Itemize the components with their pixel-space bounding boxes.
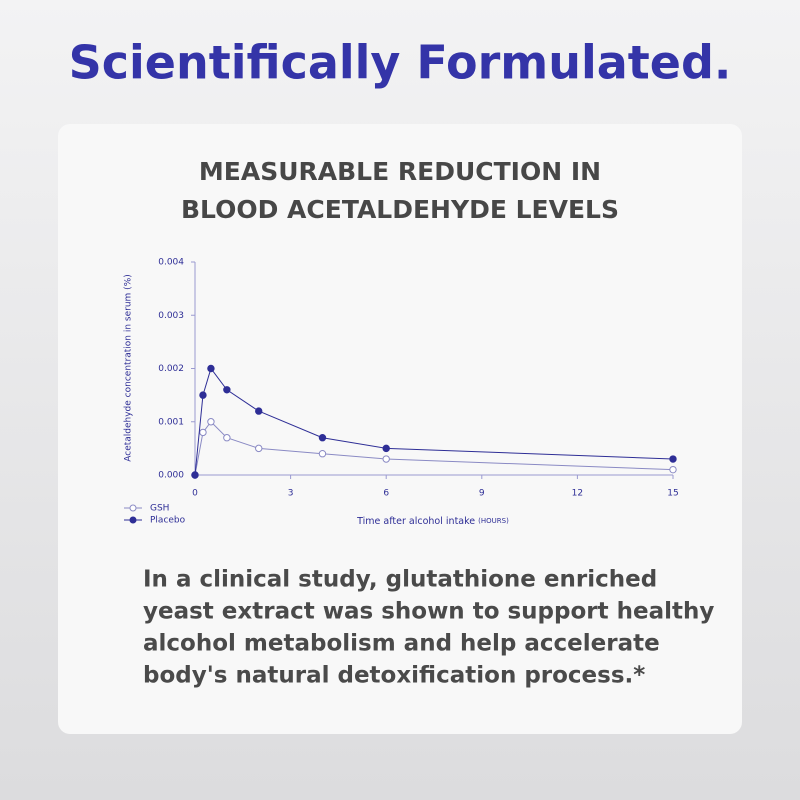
data-point — [199, 428, 207, 437]
legend-marker — [129, 516, 137, 524]
card — [58, 124, 742, 734]
data-point — [207, 418, 215, 426]
legend-marker — [129, 504, 137, 512]
body-line: yeast extract was shown to support healt… — [143, 599, 714, 625]
y-tick-label: 0.000 — [158, 471, 184, 481]
y-tick-label: 0.001 — [158, 417, 184, 427]
x-axis-label-text: Time after alcohol intake — [356, 516, 475, 527]
x-axis-label: Time after alcohol intake (HOURS) — [356, 516, 509, 527]
body-text: In a clinical study, glutathione enriche… — [143, 567, 714, 689]
data-point — [191, 471, 199, 479]
data-point — [318, 434, 327, 442]
x-tick-label: 0 — [192, 489, 198, 499]
data-point — [318, 450, 327, 458]
x-tick-label: 15 — [667, 489, 678, 499]
data-point — [199, 391, 207, 399]
legend-label: Placebo — [150, 516, 186, 526]
chart-title: MEASURABLE REDUCTION IN — [199, 157, 601, 186]
body-line: In a clinical study, glutathione enriche… — [143, 567, 657, 593]
headline: Scientifically Formulated. — [69, 36, 732, 90]
y-tick-label: 0.004 — [158, 258, 184, 268]
body-line: body's natural detoxification process.* — [143, 663, 645, 689]
x-tick-label: 3 — [288, 489, 294, 499]
chart-title: BLOOD ACETALDEHYDE LEVELS — [181, 195, 619, 224]
x-tick-label: 6 — [383, 489, 389, 499]
series-line — [194, 367, 674, 476]
data-point — [669, 455, 677, 463]
x-tick-label: 9 — [479, 489, 485, 499]
legend-label: GSH — [150, 504, 169, 514]
body-line: alcohol metabolism and help accelerate — [143, 631, 660, 657]
y-tick-label: 0.002 — [158, 364, 184, 374]
x-tick-label: 12 — [572, 489, 583, 499]
data-point — [223, 434, 231, 442]
data-point — [223, 386, 231, 394]
data-point — [255, 407, 263, 415]
data-point — [207, 364, 215, 373]
y-axis-label: Acetaldehyde concentration in serum (%) — [124, 274, 134, 462]
data-point — [255, 444, 263, 453]
data-point — [669, 465, 677, 474]
y-tick-label: 0.003 — [158, 311, 184, 321]
data-point — [382, 444, 390, 453]
data-point — [382, 455, 390, 463]
x-axis-unit: (HOURS) — [478, 517, 509, 525]
